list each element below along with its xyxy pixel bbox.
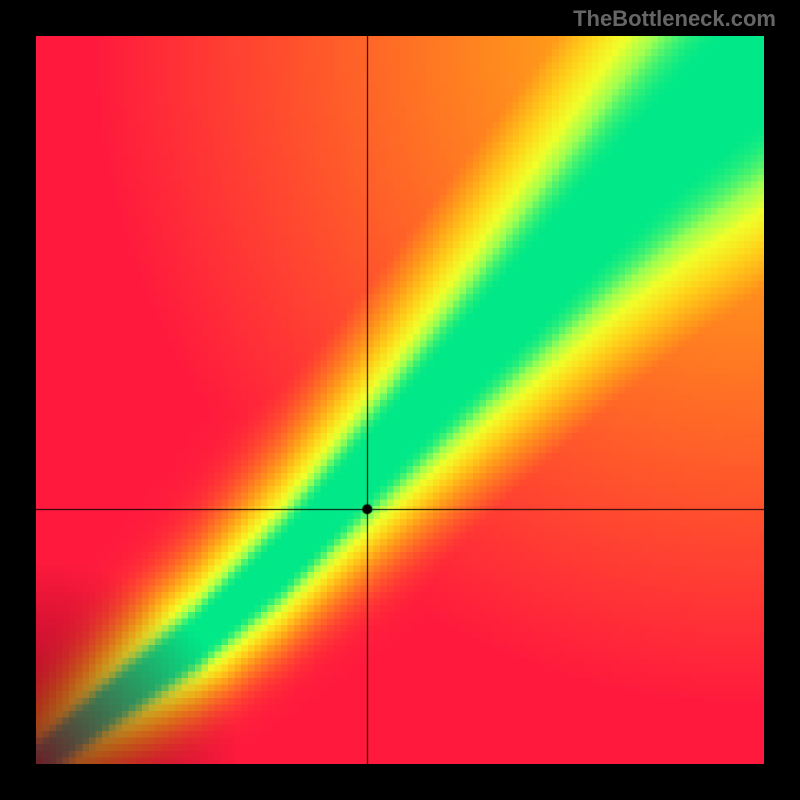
chart-container: TheBottleneck.com [0, 0, 800, 800]
crosshair-overlay [36, 36, 764, 764]
watermark-text: TheBottleneck.com [573, 6, 776, 32]
